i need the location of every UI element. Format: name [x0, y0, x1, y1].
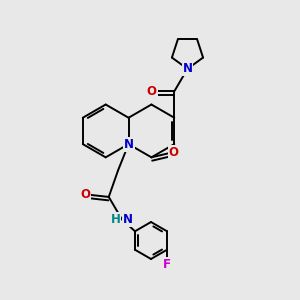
Text: H: H: [111, 213, 121, 226]
Text: F: F: [163, 258, 171, 271]
Text: N: N: [123, 213, 133, 226]
Text: O: O: [169, 146, 179, 158]
Text: O: O: [80, 188, 90, 201]
Text: N: N: [182, 62, 193, 75]
Text: N: N: [124, 138, 134, 151]
Text: O: O: [147, 85, 157, 98]
